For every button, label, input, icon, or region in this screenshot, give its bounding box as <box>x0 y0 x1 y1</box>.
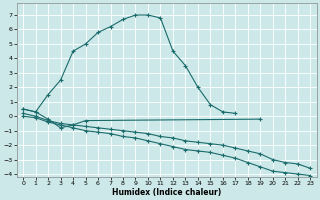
X-axis label: Humidex (Indice chaleur): Humidex (Indice chaleur) <box>112 188 221 197</box>
